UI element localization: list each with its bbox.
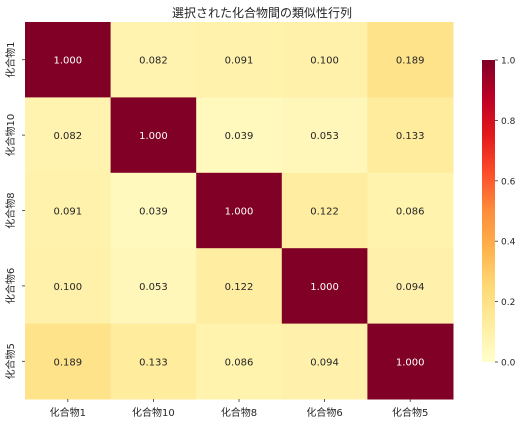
heatmap-cell [281,97,368,174]
cell-value-label: 0.133 [139,357,168,368]
cell-value-label: 0.094 [396,282,425,293]
colorbar-tick-label: 0.4 [501,238,516,248]
cell-value-label: 1.000 [225,207,254,218]
heatmap-cell [110,172,197,249]
heatmap-cell [281,22,368,98]
cell-value-label: 0.082 [53,131,82,142]
row-label: 化合物5 [4,343,17,379]
column-label: 化合物6 [306,406,342,419]
heatmap-cell [110,97,197,174]
column-label: 化合物1 [50,406,86,419]
heatmap-cell [110,323,197,400]
colorbar: 0.0 0.2 0.4 0.6 0.8 1.0 [482,57,516,369]
heatmap-cell [25,22,112,98]
cell-value-label: 0.122 [310,207,339,218]
colorbar-tick-label: 0.2 [501,298,515,308]
chart-title: 選択された化合物間の類似性行列 [172,5,352,20]
heatmap-cells: 1.000 0.082 0.091 0.100 0.189 0.082 1.000 0.039… [25,22,454,400]
cell-value-label: 1.000 [139,131,168,142]
heatmap-cell [196,323,283,400]
cell-value-label: 1.000 [310,282,339,293]
heatmap-cell [196,172,283,249]
cell-value-label: 0.091 [53,207,82,218]
colorbar-tick-label: 0.0 [501,359,516,369]
row-labels: 化合物1 化合物10 化合物8 化合物6 化合物5 [4,42,25,379]
heatmap-cell [110,22,197,98]
cell-value-label: 0.189 [53,357,82,368]
column-label: 化合物5 [392,406,428,419]
cell-value-label: 0.122 [225,282,254,293]
row-label: 化合物1 [4,42,17,78]
heatmap-cell [25,97,112,174]
cell-value-label: 0.082 [139,56,168,67]
cell-value-label: 0.100 [310,56,339,67]
heatmap-cell [196,248,283,325]
cell-value-label: 0.100 [53,282,82,293]
colorbar-tick-label: 0.6 [501,177,516,187]
heatmap-cell [367,172,454,249]
cell-value-label: 0.086 [396,207,425,218]
heatmap-cell [196,97,283,174]
colorbar-gradient [482,60,495,362]
heatmap-cell [367,22,454,98]
cell-value-label: 0.053 [139,282,168,293]
cell-value-label: 0.091 [225,56,254,67]
column-labels: 化合物1 化合物10 化合物8 化合物6 化合物5 [50,399,428,419]
cell-value-label: 0.039 [139,207,168,218]
heatmap-cell [25,323,112,400]
heatmap-cell [281,248,368,325]
row-label: 化合物6 [4,268,17,304]
heatmap-cell [25,172,112,249]
heatmap-cell [281,323,368,400]
cell-value-label: 0.094 [310,357,339,368]
cell-value-label: 0.086 [225,357,254,368]
cell-value-label: 0.039 [225,131,254,142]
colorbar-tick-label: 1.0 [501,57,516,67]
heatmap-cell [367,323,454,400]
heatmap-cell [196,22,283,98]
cell-value-label: 1.000 [53,56,82,67]
cell-value-label: 1.000 [396,357,425,368]
column-label: 化合物8 [221,406,257,419]
cell-value-label: 0.189 [396,56,425,67]
heatmap-cell [367,248,454,325]
cell-value-label: 0.053 [310,131,339,142]
heatmap-cell [281,172,368,249]
colorbar-tick-label: 0.8 [501,117,516,127]
cell-value-label: 0.133 [396,131,425,142]
row-label: 化合物10 [4,114,17,157]
heatmap-cell [110,248,197,325]
colorbar-ticks: 0.0 0.2 0.4 0.6 0.8 1.0 [495,57,516,369]
column-label: 化合物10 [132,406,175,419]
row-label: 化合物8 [4,192,17,228]
heatmap-cell [367,97,454,174]
heatmap-cell [25,248,112,325]
